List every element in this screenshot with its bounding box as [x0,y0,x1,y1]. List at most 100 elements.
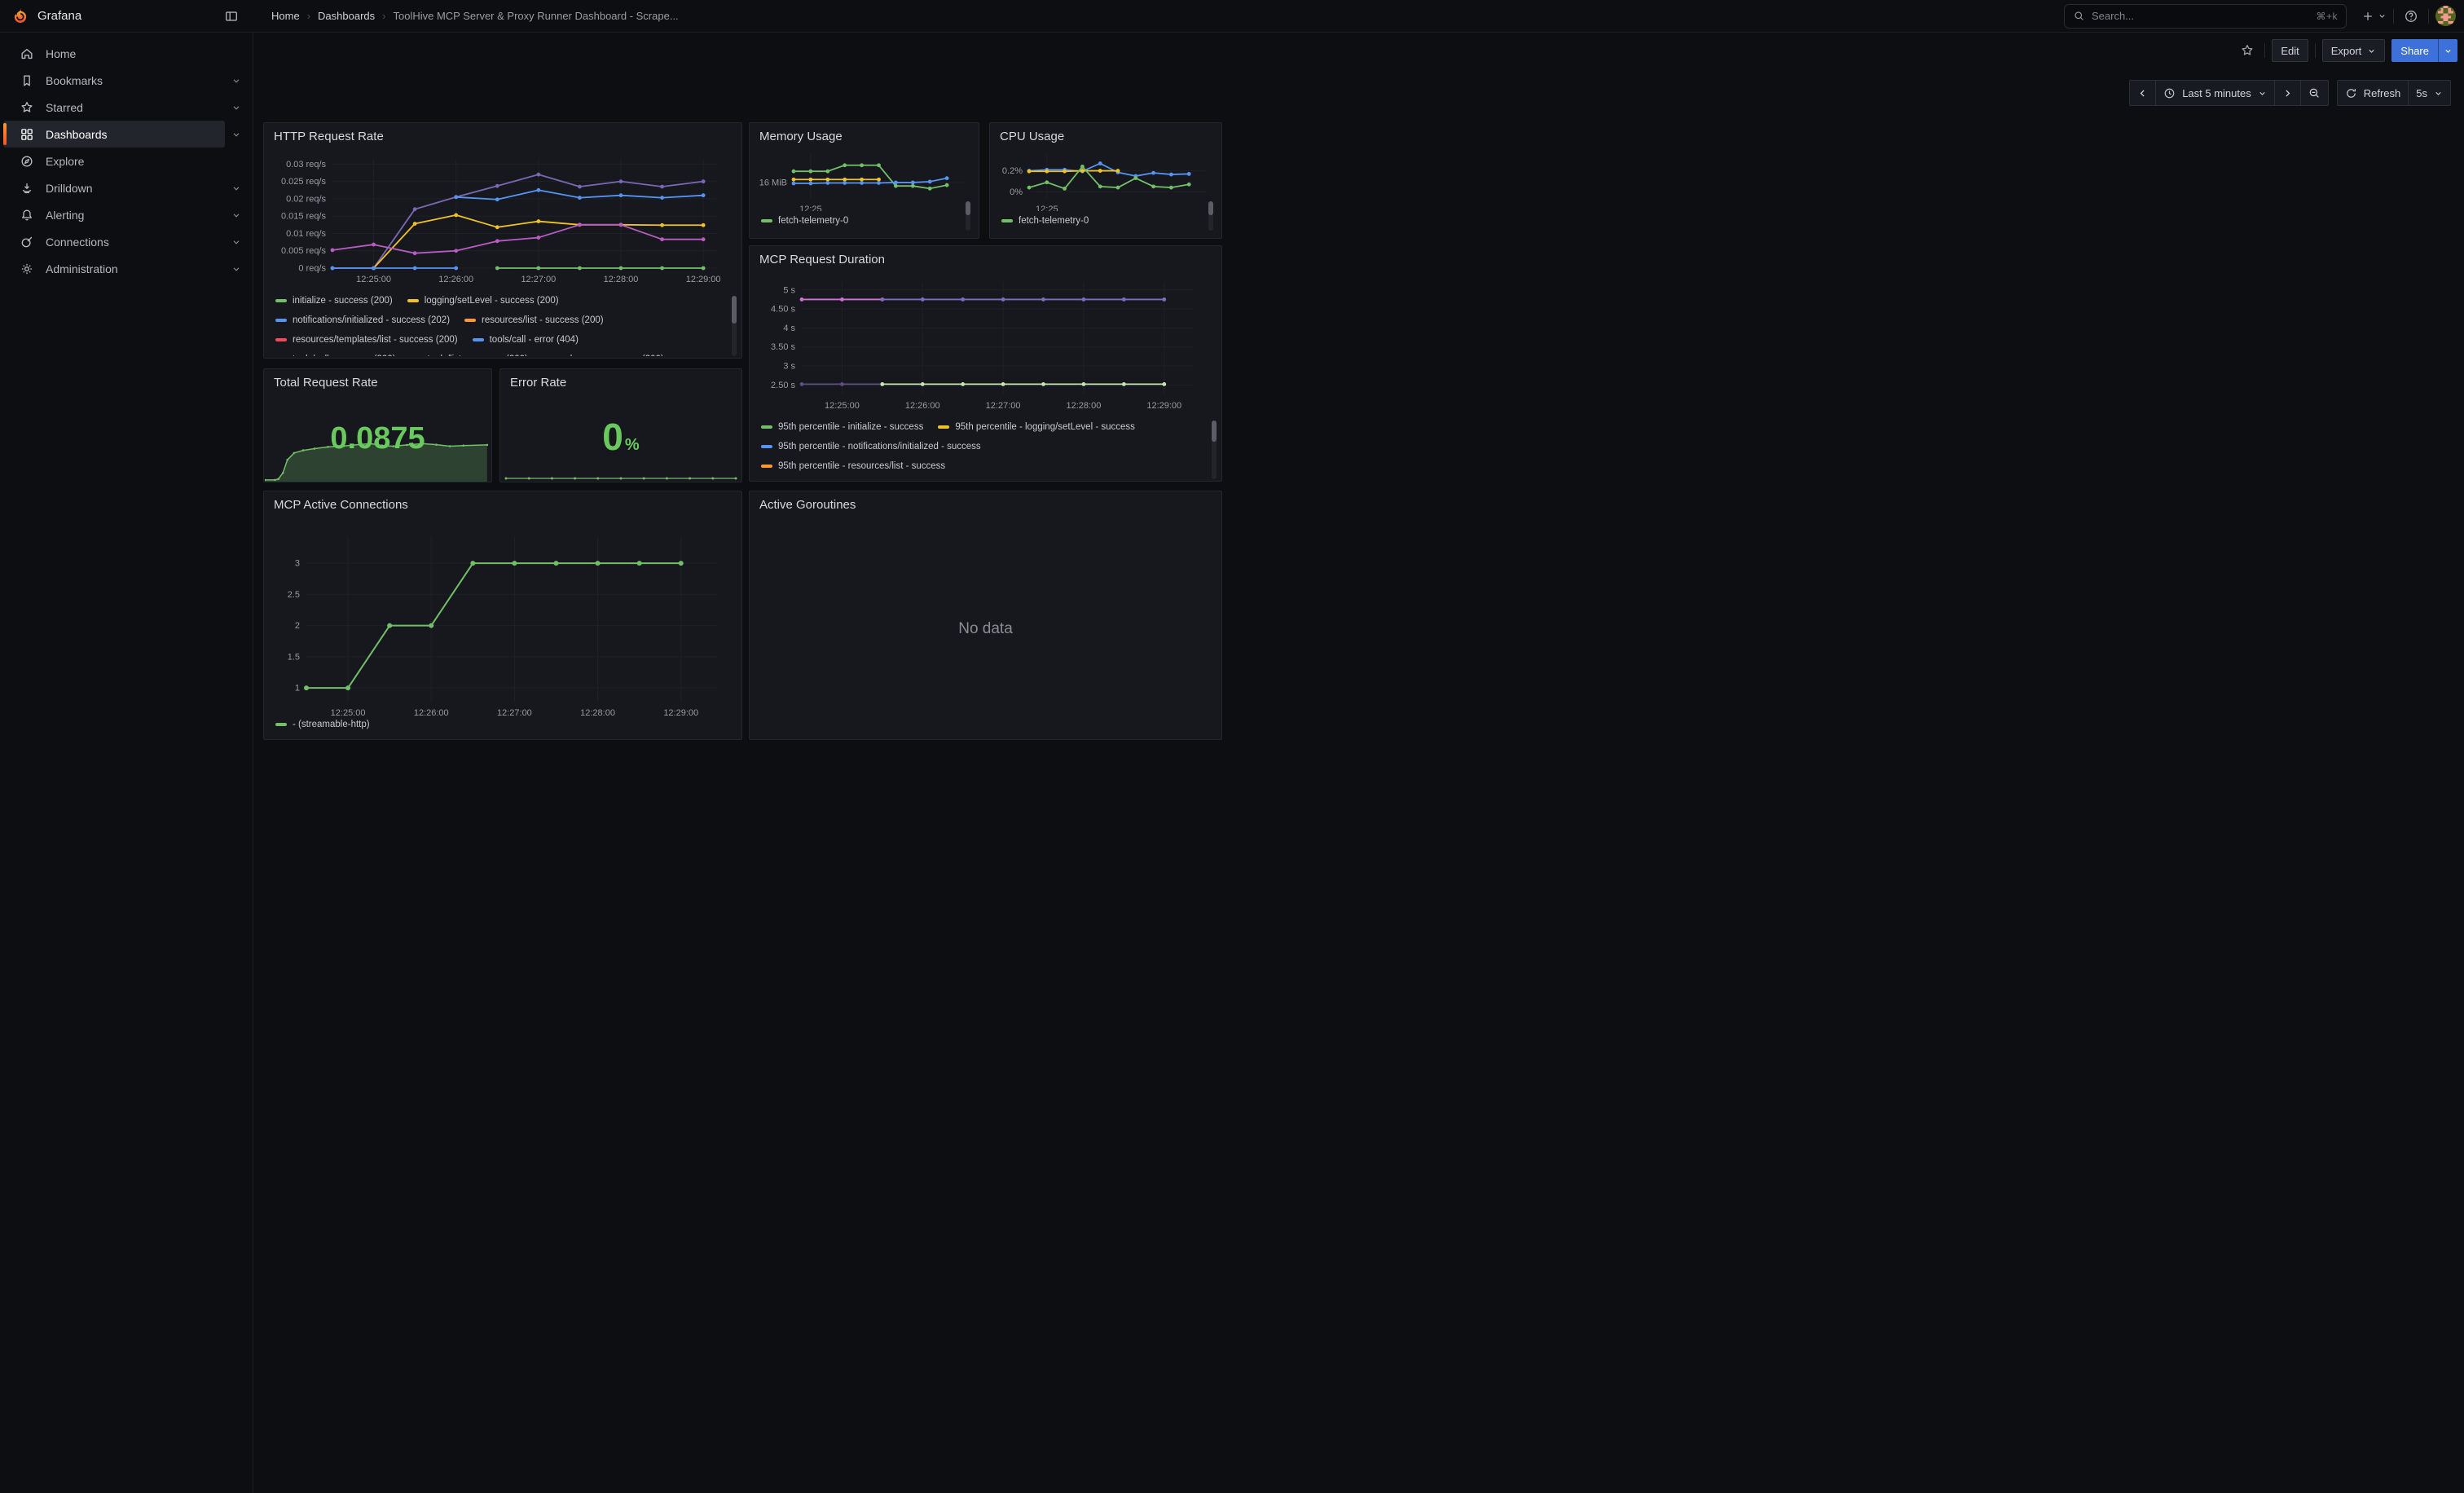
help-icon[interactable] [2400,6,2422,27]
divider [2264,43,2265,58]
legend-item[interactable]: tools/list - success (200) [411,355,528,356]
legend-item[interactable]: notifications/initialized - success (202… [275,315,450,325]
legend-label: 95th percentile - initialize - success [778,422,923,432]
legend-item[interactable]: 95th percentile - logging/setLevel - suc… [938,422,1135,432]
legend-item[interactable]: fetch-telemetry-0 [761,216,848,226]
memory-usage-chart[interactable]: 12:2516 MiB [756,148,972,211]
sidebar-item-label: Drilldown [46,182,93,195]
cpu-usage-chart[interactable]: 12:250.2%0% [997,148,1215,211]
search-input[interactable] [2092,10,2309,22]
zoom-out-icon [2308,87,2321,99]
search-shortcut: ⌘+k [2316,11,2338,22]
chevron-down-icon[interactable] [231,210,241,220]
sidebar-item-administration[interactable]: Administration [0,255,253,282]
panel-title[interactable]: HTTP Request Rate [274,130,384,143]
series-color-chip [761,445,772,448]
svg-text:0.01 req/s: 0.01 req/s [286,229,326,239]
series-color-chip [275,299,287,302]
legend-label: resources/templates/list - success (200) [293,335,458,345]
chevron-down-icon[interactable] [231,103,241,112]
share-button[interactable]: Share [2391,39,2438,62]
legend-item[interactable]: tools/call - success (200) [275,355,396,356]
panel-title[interactable]: MCP Active Connections [274,498,408,512]
sidebar-item-dashboards[interactable]: Dashboards [0,121,253,148]
time-shift-back-button[interactable] [2130,81,2155,105]
series-color-chip [275,723,287,726]
export-button[interactable]: Export [2322,39,2386,62]
svg-text:12:25: 12:25 [1036,205,1058,211]
series-color-chip [938,425,949,429]
time-shift-forward-button[interactable] [2274,81,2300,105]
svg-text:5 s: 5 s [783,285,795,295]
chevron-down-icon[interactable] [231,183,241,193]
legend-item[interactable]: initialize - success (200) [275,296,393,306]
add-new-button[interactable] [2360,6,2376,27]
legend-scrollbar[interactable] [1208,201,1213,231]
chart-legend: initialize - success (200) logging/setLev… [275,294,727,356]
chevron-down-icon[interactable] [231,130,241,139]
sidebar-item-bookmarks[interactable]: Bookmarks [0,67,253,94]
legend-label: initialize - success (200) [293,296,393,306]
sidebar-item-starred[interactable]: Starred [0,94,253,121]
legend-scrollbar[interactable] [1212,421,1217,479]
legend-item[interactable]: fetch-telemetry-0 [1001,216,1089,226]
legend-item[interactable]: 95th percentile - initialize - success [761,422,923,432]
series-color-chip [275,319,287,322]
breadcrumb: Home›Dashboards›ToolHive MCP Server & Pr… [253,10,2064,22]
chevron-down-icon[interactable] [231,76,241,86]
search-box[interactable]: ⌘+k [2064,4,2347,29]
legend-item[interactable]: 95th percentile - resources/list - succe… [761,461,945,471]
chevron-down-icon[interactable] [231,264,241,274]
legend-scrollbar[interactable] [966,201,970,231]
legend-label: 95th percentile - resources/list - succe… [778,461,945,471]
http-request-rate-chart[interactable]: 12:25:0012:26:0012:27:0012:28:0012:29:00… [269,149,737,293]
refresh-interval-picker[interactable]: 5s [2408,81,2450,105]
legend-item[interactable]: unknown - success (200) [543,355,664,356]
sidebar-item-label: Alerting [46,209,84,222]
gear-icon [20,262,34,276]
chevron-down-icon[interactable] [231,237,241,247]
user-avatar[interactable] [2435,6,2456,26]
edit-button[interactable]: Edit [2272,39,2308,62]
panel-title[interactable]: MCP Request Duration [759,253,885,266]
legend-item[interactable]: tools/call - error (404) [473,335,579,345]
breadcrumb-separator: › [382,10,385,22]
sidebar-item-alerting[interactable]: Alerting [0,201,253,228]
panel-title[interactable]: Active Goroutines [759,498,856,512]
legend-item[interactable]: resources/list - success (200) [464,315,604,325]
panel-title[interactable]: CPU Usage [1000,130,1064,143]
time-range-picker[interactable]: Last 5 minutes [2155,81,2274,105]
mcp-request-duration-chart[interactable]: 12:25:0012:26:0012:27:0012:28:0012:29:00… [756,272,1215,419]
panel-title[interactable]: Memory Usage [759,130,843,143]
svg-text:12:29:00: 12:29:00 [1146,401,1181,411]
zoom-out-button[interactable] [2300,81,2328,105]
sidebar-item-drilldown[interactable]: Drilldown [0,174,253,201]
svg-text:3: 3 [295,559,300,569]
svg-text:1: 1 [295,684,300,694]
clock-icon [2163,87,2176,99]
svg-text:4 s: 4 s [783,324,795,333]
sidebar-item-connections[interactable]: Connections [0,228,253,255]
breadcrumb-item[interactable]: ToolHive MCP Server & Proxy Runner Dashb… [393,10,678,22]
sidebar-item-home[interactable]: Home [0,40,253,67]
legend-item[interactable]: - (streamable-http) [275,720,370,729]
series-color-chip [761,219,772,222]
refresh-button[interactable]: Refresh [2338,81,2409,105]
favorite-star-icon[interactable] [2237,40,2258,61]
legend-item[interactable]: resources/templates/list - success (200) [275,335,458,345]
legend-item[interactable]: 95th percentile - notifications/initiali… [761,442,981,451]
sidebar-item-explore[interactable]: Explore [0,148,253,174]
share-caret-icon[interactable] [2438,39,2457,62]
breadcrumb-item[interactable]: Dashboards [318,10,375,22]
svg-text:2.5: 2.5 [288,590,300,600]
series-color-chip [761,425,772,429]
breadcrumb-item[interactable]: Home [271,10,300,22]
legend-item[interactable]: logging/setLevel - success (200) [407,296,559,306]
svg-text:12:29:00: 12:29:00 [663,708,698,718]
panel-title[interactable]: Error Rate [510,376,566,390]
sidebar-toggle-icon[interactable] [221,6,242,27]
sidebar-item-label: Home [46,47,76,60]
mcp-active-connections-chart[interactable]: 12:25:0012:26:0012:27:0012:28:0012:29:00… [271,517,735,718]
add-new-caret-icon[interactable] [2378,11,2387,20]
legend-scrollbar[interactable] [732,296,737,356]
